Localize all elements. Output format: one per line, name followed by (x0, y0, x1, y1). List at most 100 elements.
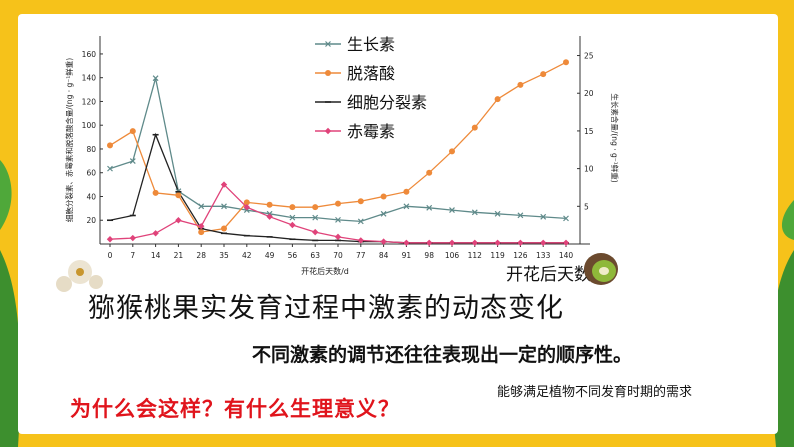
legend-marker (325, 41, 331, 47)
y-left-tick-label: 80 (86, 145, 96, 154)
sequence-statement: 不同激素的调节还往往表现出一定的顺序性。 (252, 344, 633, 366)
chart-caption: 猕猴桃果实发育过程中激素的动态变化 (88, 293, 564, 324)
y-right-tick-label: 5 (584, 202, 589, 211)
x-tick-label: 126 (513, 251, 528, 260)
data-point (312, 228, 319, 236)
hormone-line-chart: 细胞分裂素、赤霉素和脱落酸含量/(ng · g⁻¹鲜重) 生长素含量/(ng ·… (64, 35, 620, 283)
data-point (449, 148, 455, 155)
data-point (266, 201, 273, 208)
series-line (109, 61, 567, 233)
y-left-tick-label: 20 (86, 216, 96, 225)
y-right-tick-label: 15 (584, 127, 594, 136)
data-point (471, 209, 478, 216)
data-point (152, 189, 159, 196)
data-point (426, 204, 433, 211)
data-point (289, 204, 296, 211)
legend-marker (325, 70, 331, 76)
question-text: 为什么会这样？有什么生理意义？ (70, 397, 400, 421)
x-tick-label: 133 (536, 251, 551, 260)
data-point (243, 199, 250, 206)
y-left-tick-label: 160 (82, 50, 97, 59)
data-point (107, 142, 113, 149)
data-point (221, 203, 227, 210)
data-point (403, 188, 410, 195)
x-tick-label: 35 (219, 251, 229, 260)
data-point (426, 239, 433, 247)
data-point (426, 169, 433, 176)
data-point (403, 203, 410, 210)
legend-label: 生长素 (347, 35, 395, 54)
x-tick-label: 7 (130, 251, 135, 260)
data-point (471, 239, 478, 247)
data-point (380, 210, 387, 217)
x-tick-label: 84 (379, 251, 389, 260)
data-point (198, 222, 205, 230)
data-point (540, 71, 547, 78)
data-point (129, 234, 136, 242)
x-tick-label: 140 (559, 251, 574, 260)
y-right-axis-label: 生长素含量/(ng · g⁻¹鲜重) (610, 93, 620, 182)
data-point (494, 239, 501, 247)
data-point (562, 239, 570, 247)
data-point (471, 124, 478, 131)
data-point (335, 200, 341, 207)
answer-text: 能够满足植物不同发育时期的需求 (497, 385, 693, 400)
data-point (266, 213, 273, 220)
y-left-axis-label: 细胞分裂素、赤霉素和脱落酸含量/(ng · g⁻¹鲜重) (64, 58, 74, 222)
slide-card (18, 14, 778, 434)
data-point (563, 215, 569, 222)
x-tick-label: 106 (445, 251, 460, 260)
x-tick-label: 0 (108, 251, 113, 260)
x-tick-label: 119 (490, 251, 505, 260)
data-point (175, 217, 182, 224)
data-point (152, 75, 159, 82)
y-right-tick-label: 20 (584, 89, 594, 98)
data-point (517, 239, 524, 247)
data-point (221, 225, 227, 232)
data-point (129, 128, 136, 135)
data-point (540, 239, 547, 247)
data-point (540, 213, 547, 220)
data-point (175, 192, 182, 199)
data-point (220, 181, 228, 188)
data-point (334, 233, 342, 241)
axis-ticks: 0 7 14 21 28 35 42 49 56 63 70 77 84 91 98 106 112 119 126… (82, 50, 594, 260)
x-tick-label: 112 (468, 251, 483, 260)
legend-marker (324, 127, 332, 135)
data-point (312, 214, 319, 221)
x-tick-label: 70 (333, 251, 343, 260)
data-point (243, 203, 250, 211)
legend-label: 脱落酸 (347, 64, 395, 83)
data-point (517, 81, 524, 88)
data-point (357, 218, 364, 225)
data-point (380, 238, 387, 245)
y-left-tick-label: 100 (82, 121, 97, 130)
x-tick-label: 77 (356, 251, 366, 260)
legend-label: 赤霉素 (347, 122, 395, 141)
data-point (198, 203, 205, 210)
x-tick-label: 14 (151, 251, 161, 260)
data-point (563, 59, 569, 66)
plot-axes (99, 36, 590, 245)
data-point (517, 212, 524, 219)
data-point (106, 236, 114, 243)
y-left-tick-label: 60 (86, 169, 96, 178)
data-point (494, 210, 501, 217)
data-point (357, 198, 364, 205)
data-point (289, 214, 296, 221)
x-tick-label: 28 (196, 251, 206, 260)
x-axis-label-large: 开花后天数/d (506, 265, 608, 283)
x-tick-label: 49 (265, 251, 275, 260)
data-point (107, 165, 113, 172)
y-left-tick-label: 140 (82, 74, 97, 83)
y-right-tick-label: 10 (584, 165, 594, 174)
legend-label: 细胞分裂素 (347, 93, 427, 112)
x-axis-label: 开花后天数/d (301, 266, 349, 276)
data-point (380, 193, 387, 200)
data-point (312, 204, 319, 211)
data-point (357, 237, 364, 244)
data-point (198, 229, 205, 236)
data-point (403, 239, 410, 247)
x-tick-label: 91 (402, 251, 412, 260)
